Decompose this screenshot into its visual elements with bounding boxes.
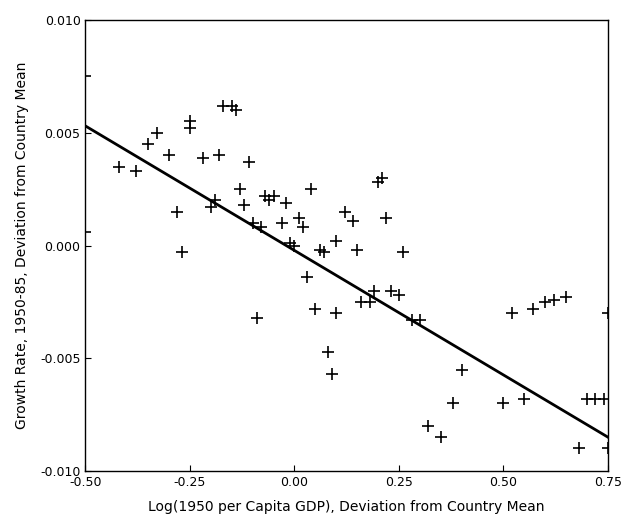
Point	[561, 293, 571, 302]
Point	[377, 174, 387, 182]
Point	[264, 196, 275, 205]
Point	[214, 151, 224, 160]
Point	[574, 444, 584, 453]
Point	[603, 444, 613, 453]
Point	[268, 191, 278, 200]
Point	[210, 196, 220, 205]
Point	[218, 102, 229, 110]
Point	[277, 218, 287, 227]
Point	[164, 151, 174, 160]
Point	[248, 218, 258, 227]
Point	[436, 433, 446, 441]
Point	[323, 347, 333, 355]
Point	[599, 395, 609, 403]
Point	[369, 286, 379, 295]
Point	[318, 248, 329, 257]
Point	[423, 422, 433, 430]
Point	[289, 241, 299, 250]
Point	[527, 304, 538, 313]
Point	[406, 316, 417, 324]
Point	[310, 304, 320, 313]
Point	[235, 185, 245, 194]
Point	[327, 370, 337, 378]
Point	[364, 298, 375, 306]
Point	[582, 395, 592, 403]
Point	[348, 216, 358, 225]
Point	[340, 207, 350, 216]
Point	[385, 286, 396, 295]
Point	[519, 395, 529, 403]
X-axis label: Log(1950 per Capita GDP), Deviation from Country Mean: Log(1950 per Capita GDP), Deviation from…	[148, 500, 545, 514]
Point	[331, 237, 341, 245]
Point	[507, 309, 517, 317]
Point	[80, 72, 90, 80]
Point	[131, 167, 141, 175]
Point	[176, 248, 187, 257]
Y-axis label: Growth Rate, 1950-85, Deviation from Country Mean: Growth Rate, 1950-85, Deviation from Cou…	[15, 62, 29, 429]
Point	[373, 178, 383, 187]
Point	[231, 106, 241, 114]
Point	[173, 207, 183, 216]
Point	[394, 291, 404, 299]
Point	[243, 158, 254, 166]
Point	[315, 246, 325, 254]
Point	[398, 248, 408, 257]
Point	[457, 366, 467, 374]
Point	[448, 399, 459, 408]
Point	[152, 129, 162, 137]
Point	[281, 198, 291, 207]
Point	[294, 214, 304, 223]
Point	[540, 298, 550, 306]
Point	[356, 298, 366, 306]
Point	[240, 200, 250, 209]
Point	[548, 295, 559, 304]
Point	[197, 153, 208, 162]
Point	[260, 191, 270, 200]
Point	[227, 102, 237, 110]
Point	[297, 223, 308, 232]
Point	[415, 316, 425, 324]
Point	[285, 239, 296, 248]
Point	[352, 246, 362, 254]
Point	[185, 124, 195, 132]
Point	[185, 117, 195, 126]
Point	[206, 203, 216, 212]
Point	[302, 273, 312, 281]
Point	[382, 214, 392, 223]
Point	[143, 140, 154, 148]
Point	[252, 314, 262, 322]
Point	[331, 309, 341, 317]
Point	[114, 162, 124, 171]
Point	[256, 223, 266, 232]
Point	[603, 309, 613, 317]
Point	[590, 395, 601, 403]
Point	[80, 228, 90, 236]
Point	[306, 185, 317, 194]
Point	[498, 399, 508, 408]
